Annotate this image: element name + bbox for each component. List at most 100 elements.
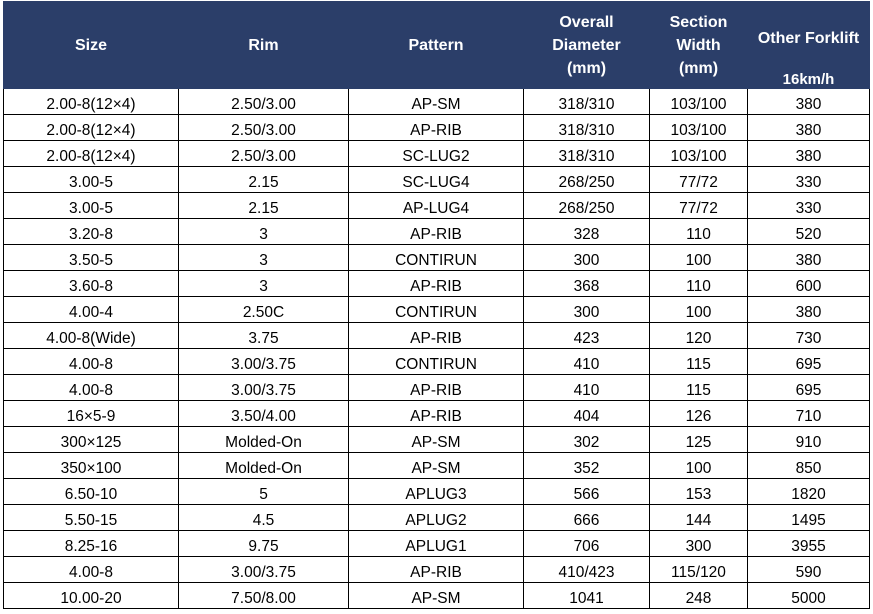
- cell-forklift-16kmh: 380: [747, 140, 870, 167]
- table-row: 6.50-10 5 APLUG3 566 153 1820: [3, 478, 870, 505]
- cell-rim: 2.50/3.00: [178, 114, 349, 141]
- cell-overall-diameter: 423: [523, 322, 650, 349]
- table-row: 300×125 Molded-On AP-SM 302 125 910: [3, 426, 870, 453]
- cell-rim: 3.00/3.75: [178, 348, 349, 375]
- cell-forklift-16kmh: 850: [747, 452, 870, 479]
- cell-rim: 7.50/8.00: [178, 582, 349, 609]
- cell-rim: 9.75: [178, 530, 349, 557]
- cell-overall-diameter: 318/310: [523, 140, 650, 167]
- cell-overall-diameter: 300: [523, 244, 650, 271]
- cell-rim: 3: [178, 244, 349, 271]
- cell-size: 4.00-8: [3, 348, 179, 375]
- cell-size: 4.00-4: [3, 296, 179, 323]
- cell-rim: 2.50C: [178, 296, 349, 323]
- cell-pattern: AP-RIB: [348, 218, 524, 245]
- cell-overall-diameter: 404: [523, 400, 650, 427]
- cell-pattern: CONTIRUN: [348, 244, 524, 271]
- cell-forklift-16kmh: 730: [747, 322, 870, 349]
- header-overall-diameter-line2: Diameter: [552, 36, 621, 54]
- table-row: 3.60-8 3 AP-RIB 368 110 600: [3, 270, 870, 297]
- table-row: 4.00-4 2.50C CONTIRUN 300 100 380: [3, 296, 870, 323]
- cell-size: 350×100: [3, 452, 179, 479]
- tire-spec-table: Size Rim Pattern Overall Diameter (mm) S…: [3, 1, 870, 609]
- cell-size: 5.50-15: [3, 504, 179, 531]
- cell-section-width: 115: [649, 348, 748, 375]
- cell-size: 4.00-8: [3, 374, 179, 401]
- cell-forklift-16kmh: 380: [747, 244, 870, 271]
- table-row: 2.00-8(12×4) 2.50/3.00 AP-RIB 318/310 103/10…: [3, 114, 870, 141]
- table-row: 2.00-8(12×4) 2.50/3.00 AP-SM 318/310 103/100…: [3, 89, 870, 115]
- cell-section-width: 120: [649, 322, 748, 349]
- cell-rim: 5: [178, 478, 349, 505]
- cell-rim: Molded-On: [178, 452, 349, 479]
- cell-size: 2.00-8(12×4): [3, 89, 179, 115]
- cell-pattern: AP-RIB: [348, 374, 524, 401]
- cell-overall-diameter: 410/423: [523, 556, 650, 583]
- cell-rim: 4.5: [178, 504, 349, 531]
- cell-section-width: 77/72: [649, 192, 748, 219]
- header-overall-diameter-line1: Overall: [559, 13, 614, 31]
- header-size: Size: [3, 1, 179, 89]
- cell-pattern: AP-RIB: [348, 114, 524, 141]
- cell-pattern: AP-SM: [348, 582, 524, 609]
- cell-size: 4.00-8: [3, 556, 179, 583]
- cell-pattern: APLUG3: [348, 478, 524, 505]
- cell-section-width: 115: [649, 374, 748, 401]
- cell-section-width: 100: [649, 244, 748, 271]
- cell-overall-diameter: 318/310: [523, 89, 650, 115]
- cell-forklift-16kmh: 695: [747, 374, 870, 401]
- cell-pattern: CONTIRUN: [348, 296, 524, 323]
- cell-overall-diameter: 566: [523, 478, 650, 505]
- cell-size: 2.00-8(12×4): [3, 114, 179, 141]
- cell-pattern: AP-SM: [348, 452, 524, 479]
- cell-size: 10.00-20: [3, 582, 179, 609]
- cell-size: 6.50-10: [3, 478, 179, 505]
- header-section-width: Section Width (mm): [649, 1, 748, 89]
- cell-section-width: 110: [649, 270, 748, 297]
- cell-overall-diameter: 1041: [523, 582, 650, 609]
- cell-section-width: 300: [649, 530, 748, 557]
- cell-overall-diameter: 410: [523, 374, 650, 401]
- cell-section-width: 248: [649, 582, 748, 609]
- header-section-width-line3: (mm): [678, 59, 719, 77]
- cell-forklift-16kmh: 380: [747, 296, 870, 323]
- table-row: 350×100 Molded-On AP-SM 352 100 850: [3, 452, 870, 479]
- cell-overall-diameter: 318/310: [523, 114, 650, 141]
- table-row: 4.00-8 3.00/3.75 AP-RIB 410 115 695: [3, 374, 870, 401]
- cell-pattern: AP-SM: [348, 426, 524, 453]
- cell-overall-diameter: 302: [523, 426, 650, 453]
- header-other-forklift: Other Forklift 16km/h: [747, 1, 870, 89]
- cell-size: 3.60-8: [3, 270, 179, 297]
- cell-forklift-16kmh: 1820: [747, 478, 870, 505]
- cell-section-width: 103/100: [649, 140, 748, 167]
- cell-forklift-16kmh: 695: [747, 348, 870, 375]
- table-row: 10.00-20 7.50/8.00 AP-SM 1041 248 5000: [3, 582, 870, 609]
- header-overall-diameter-line3: (mm): [566, 59, 607, 77]
- header-pattern: Pattern: [348, 1, 524, 89]
- cell-rim: 3: [178, 218, 349, 245]
- table-row: 4.00-8 3.00/3.75 AP-RIB 410/423 115/120 590: [3, 556, 870, 583]
- header-rim: Rim: [178, 1, 349, 89]
- table-row: 4.00-8 3.00/3.75 CONTIRUN 410 115 695: [3, 348, 870, 375]
- cell-forklift-16kmh: 520: [747, 218, 870, 245]
- cell-section-width: 125: [649, 426, 748, 453]
- cell-forklift-16kmh: 910: [747, 426, 870, 453]
- cell-overall-diameter: 300: [523, 296, 650, 323]
- cell-size: 3.00-5: [3, 166, 179, 193]
- cell-forklift-16kmh: 710: [747, 400, 870, 427]
- cell-rim: 2.15: [178, 166, 349, 193]
- table-row: 8.25-16 9.75 APLUG1 706 300 3955: [3, 530, 870, 557]
- cell-forklift-16kmh: 380: [747, 114, 870, 141]
- cell-size: 2.00-8(12×4): [3, 140, 179, 167]
- cell-pattern: SC-LUG4: [348, 166, 524, 193]
- header-section-width-line2: Width: [676, 36, 721, 54]
- cell-section-width: 126: [649, 400, 748, 427]
- cell-pattern: CONTIRUN: [348, 348, 524, 375]
- cell-overall-diameter: 368: [523, 270, 650, 297]
- cell-rim: 3.75: [178, 322, 349, 349]
- cell-overall-diameter: 352: [523, 452, 650, 479]
- cell-section-width: 100: [649, 296, 748, 323]
- cell-size: 3.00-5: [3, 192, 179, 219]
- cell-section-width: 153: [649, 478, 748, 505]
- cell-forklift-16kmh: 330: [747, 192, 870, 219]
